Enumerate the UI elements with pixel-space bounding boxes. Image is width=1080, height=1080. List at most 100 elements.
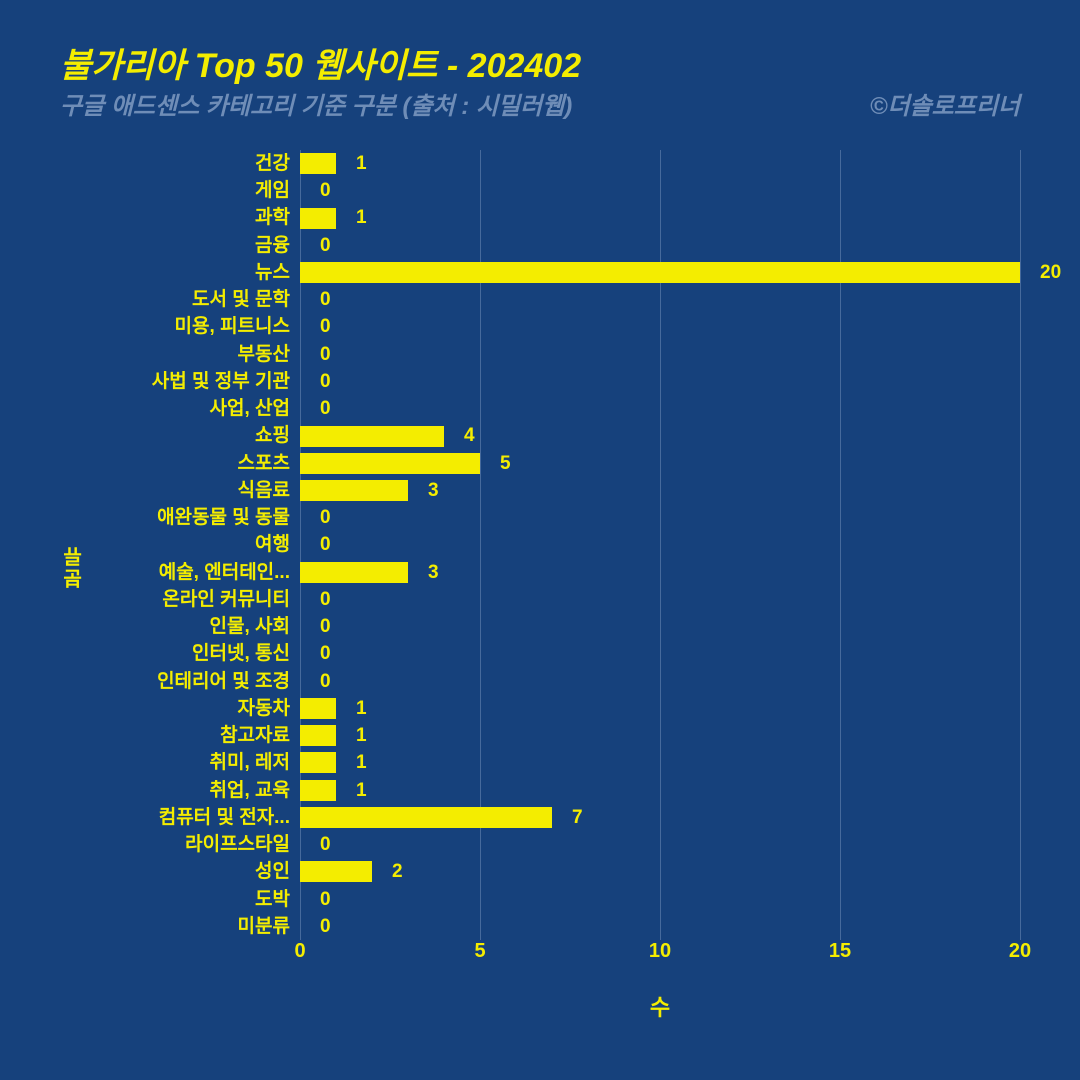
category-label: 인물, 사회 bbox=[30, 613, 290, 640]
category-label: 쇼핑 bbox=[30, 422, 290, 449]
x-axis-label: 수 bbox=[300, 990, 1020, 1022]
value-label: 0 bbox=[320, 368, 331, 395]
bar-row: 온라인 커뮤니티0 bbox=[300, 586, 1020, 613]
x-tick-label: 0 bbox=[294, 940, 305, 963]
category-label: 취업, 교육 bbox=[30, 777, 290, 804]
bar bbox=[300, 725, 336, 746]
bar bbox=[300, 780, 336, 801]
bar bbox=[300, 861, 372, 882]
bar-row: 뉴스20 bbox=[300, 259, 1020, 286]
x-tick-label: 20 bbox=[1009, 940, 1031, 963]
value-label: 0 bbox=[320, 886, 331, 913]
value-label: 0 bbox=[320, 531, 331, 558]
bar-row: 게임0 bbox=[300, 177, 1020, 204]
bar-chart: 분류 건강1게임0과학1금융0뉴스20도서 및 문학0미용, 피트니스0부동산0… bbox=[0, 140, 1080, 1020]
category-label: 건강 bbox=[30, 150, 290, 177]
category-label: 취미, 레저 bbox=[30, 749, 290, 776]
value-label: 0 bbox=[320, 177, 331, 204]
category-label: 미용, 피트니스 bbox=[30, 313, 290, 340]
plot-area: 건강1게임0과학1금융0뉴스20도서 및 문학0미용, 피트니스0부동산0사법 … bbox=[300, 150, 1020, 940]
bar-row: 취미, 레저1 bbox=[300, 749, 1020, 776]
value-label: 1 bbox=[356, 695, 367, 722]
bar-row: 컴퓨터 및 전자...7 bbox=[300, 804, 1020, 831]
value-label: 0 bbox=[320, 613, 331, 640]
category-label: 금융 bbox=[30, 232, 290, 259]
value-label: 0 bbox=[320, 341, 331, 368]
category-label: 참고자료 bbox=[30, 722, 290, 749]
category-label: 뉴스 bbox=[30, 259, 290, 286]
category-label: 인터넷, 통신 bbox=[30, 640, 290, 667]
category-label: 사업, 산업 bbox=[30, 395, 290, 422]
x-tick-label: 15 bbox=[829, 940, 851, 963]
value-label: 1 bbox=[356, 722, 367, 749]
bar-row: 자동차1 bbox=[300, 695, 1020, 722]
bar-row: 건강1 bbox=[300, 150, 1020, 177]
category-label: 온라인 커뮤니티 bbox=[30, 586, 290, 613]
category-label: 스포츠 bbox=[30, 450, 290, 477]
category-label: 애완동물 및 동물 bbox=[30, 504, 290, 531]
value-label: 0 bbox=[320, 640, 331, 667]
value-label: 20 bbox=[1040, 259, 1061, 286]
bar-row: 인테리어 및 조경0 bbox=[300, 668, 1020, 695]
bar-row: 금융0 bbox=[300, 232, 1020, 259]
value-label: 0 bbox=[320, 913, 331, 940]
value-label: 3 bbox=[428, 559, 439, 586]
bar-row: 라이프스타일0 bbox=[300, 831, 1020, 858]
chart-title: 불가리아 Top 50 웹사이트 - 202402 bbox=[60, 38, 581, 87]
bar bbox=[300, 807, 552, 828]
bar-row: 예술, 엔터테인...3 bbox=[300, 559, 1020, 586]
value-label: 0 bbox=[320, 504, 331, 531]
bar bbox=[300, 562, 408, 583]
category-label: 인테리어 및 조경 bbox=[30, 668, 290, 695]
bar bbox=[300, 752, 336, 773]
category-label: 부동산 bbox=[30, 341, 290, 368]
category-label: 예술, 엔터테인... bbox=[30, 559, 290, 586]
value-label: 1 bbox=[356, 204, 367, 231]
category-label: 성인 bbox=[30, 858, 290, 885]
gridline bbox=[1020, 150, 1021, 940]
category-label: 과학 bbox=[30, 204, 290, 231]
bar-row: 인터넷, 통신0 bbox=[300, 640, 1020, 667]
bar-row: 사법 및 정부 기관0 bbox=[300, 368, 1020, 395]
bar bbox=[300, 480, 408, 501]
bar bbox=[300, 453, 480, 474]
value-label: 4 bbox=[464, 422, 475, 449]
category-label: 자동차 bbox=[30, 695, 290, 722]
x-tick-label: 10 bbox=[649, 940, 671, 963]
value-label: 0 bbox=[320, 668, 331, 695]
bar-row: 스포츠5 bbox=[300, 450, 1020, 477]
value-label: 0 bbox=[320, 395, 331, 422]
bar bbox=[300, 153, 336, 174]
bar-row: 애완동물 및 동물0 bbox=[300, 504, 1020, 531]
bar-row: 부동산0 bbox=[300, 341, 1020, 368]
bar-row: 인물, 사회0 bbox=[300, 613, 1020, 640]
chart-subtitle: 구글 애드센스 카테고리 기준 구분 (출처 : 시밀러웹) bbox=[60, 86, 572, 121]
value-label: 0 bbox=[320, 286, 331, 313]
category-label: 사법 및 정부 기관 bbox=[30, 368, 290, 395]
category-label: 컴퓨터 및 전자... bbox=[30, 804, 290, 831]
value-label: 0 bbox=[320, 232, 331, 259]
bar-row: 여행0 bbox=[300, 531, 1020, 558]
bar-row: 취업, 교육1 bbox=[300, 777, 1020, 804]
bar bbox=[300, 208, 336, 229]
value-label: 0 bbox=[320, 831, 331, 858]
category-label: 라이프스타일 bbox=[30, 831, 290, 858]
category-label: 도서 및 문학 bbox=[30, 286, 290, 313]
value-label: 1 bbox=[356, 150, 367, 177]
value-label: 0 bbox=[320, 313, 331, 340]
category-label: 미분류 bbox=[30, 913, 290, 940]
category-label: 식음료 bbox=[30, 477, 290, 504]
chart-credit: ©더솔로프리너 bbox=[870, 86, 1020, 121]
bar bbox=[300, 426, 444, 447]
bar-row: 사업, 산업0 bbox=[300, 395, 1020, 422]
bar bbox=[300, 698, 336, 719]
bar-row: 성인2 bbox=[300, 858, 1020, 885]
value-label: 0 bbox=[320, 586, 331, 613]
value-label: 5 bbox=[500, 450, 511, 477]
category-label: 여행 bbox=[30, 531, 290, 558]
value-label: 1 bbox=[356, 749, 367, 776]
value-label: 1 bbox=[356, 777, 367, 804]
category-label: 게임 bbox=[30, 177, 290, 204]
bar-row: 쇼핑4 bbox=[300, 422, 1020, 449]
value-label: 7 bbox=[572, 804, 583, 831]
